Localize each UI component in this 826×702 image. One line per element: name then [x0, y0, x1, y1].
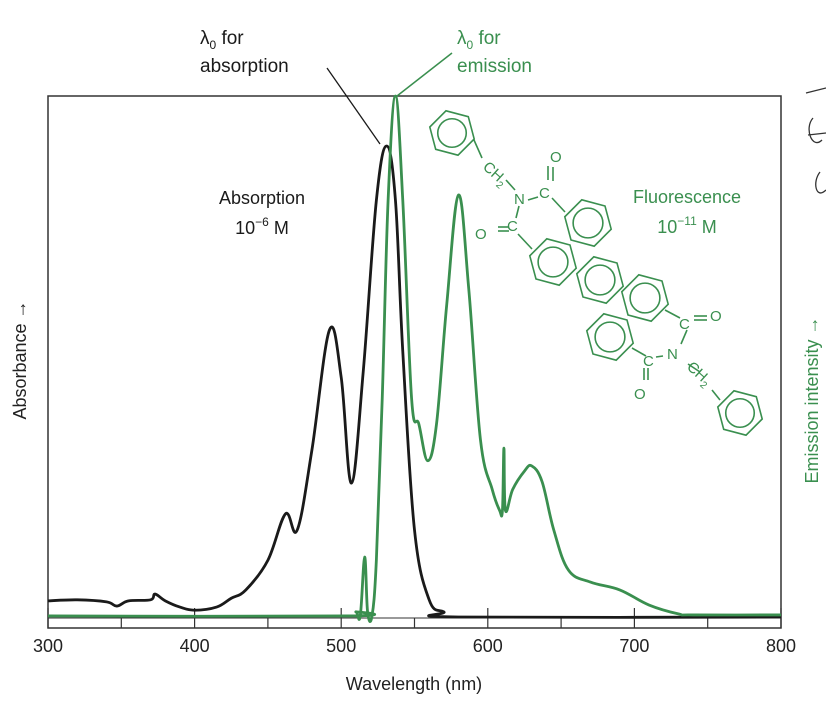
- curves: [47, 94, 782, 623]
- absorption-curve: [47, 144, 782, 619]
- perylene-diimide-structure: [428, 109, 764, 437]
- atom-ch2-bot: CH2: [681, 358, 715, 391]
- bond: [505, 179, 516, 191]
- handwriting-marks: [805, 87, 826, 194]
- atom-o-bot1: O: [710, 308, 722, 325]
- x-tick-label: 600: [473, 636, 503, 656]
- perylene-ring-aromatic-circle: [537, 246, 569, 278]
- x-tick-label: 700: [619, 636, 649, 656]
- perylene-ring-aromatic-circle: [572, 207, 604, 239]
- perylene-ring: [575, 255, 625, 305]
- atom-n-top: N: [514, 191, 525, 208]
- bond: [680, 329, 688, 345]
- bond: [687, 363, 701, 373]
- bond: [631, 347, 647, 357]
- atom-c-bot2: C: [643, 353, 654, 370]
- bond: [473, 139, 483, 159]
- bond: [711, 389, 721, 401]
- perylene-ring: [563, 198, 613, 248]
- atom-ch2-top: CH2: [477, 158, 511, 191]
- perylene-ring-aromatic-circle: [584, 264, 616, 296]
- benzene-ring-bottom-aromatic-circle: [724, 397, 756, 429]
- bond: [527, 196, 539, 201]
- x-axis-label: Wavelength (nm): [346, 674, 482, 694]
- atom-o-bot2: O: [634, 386, 646, 403]
- atom-c-bot1: C: [679, 316, 690, 333]
- bond: [551, 197, 566, 213]
- bond: [655, 355, 664, 358]
- bond: [664, 309, 681, 319]
- bond: [517, 233, 533, 250]
- perylene-ring-aromatic-circle: [629, 282, 661, 314]
- abs-lambda0-label-line2: absorption: [200, 56, 289, 77]
- em-lambda0-label-line2: emission: [457, 56, 532, 77]
- perylene-ring-aromatic-circle: [594, 321, 626, 353]
- benzene-ring-bottom: [716, 389, 764, 437]
- benzene-ring-top-aromatic-circle: [436, 117, 468, 149]
- atom-o-top1: O: [550, 149, 562, 166]
- em-lambda0-pointer: [396, 52, 453, 97]
- atom-o-top2: O: [475, 226, 487, 243]
- absorption-label: Absorption: [219, 188, 305, 208]
- x-ticks: 300 400 500 600 700 800: [33, 608, 796, 656]
- atom-c-top1: C: [539, 185, 550, 202]
- fluorescence-label: Fluorescence: [633, 187, 741, 207]
- atom-n-bot: N: [667, 346, 678, 363]
- y-axis-label-right: Emission intensity →: [802, 316, 822, 483]
- bond: [515, 205, 520, 219]
- benzene-ring-top: [428, 109, 476, 157]
- atom-c-top2: C: [507, 218, 518, 235]
- perylene-ring: [528, 237, 578, 287]
- abs-lambda0-pointer: [326, 67, 381, 145]
- x-tick-label: 400: [180, 636, 210, 656]
- perylene-ring: [585, 312, 635, 362]
- y-axis-label-left: Absorbance →: [10, 300, 30, 419]
- absorption-conc: 10−6 M: [235, 215, 289, 238]
- em-lambda0-label: λ0 for: [457, 28, 501, 52]
- x-tick-label: 500: [326, 636, 356, 656]
- perylene-ring: [620, 273, 670, 323]
- x-tick-label: 300: [33, 636, 63, 656]
- abs-lambda0-label: λ0 for: [200, 28, 244, 52]
- fluorescence-conc: 10−11 M: [657, 214, 717, 237]
- fluorescence-curve: [47, 94, 782, 623]
- x-tick-label: 800: [766, 636, 796, 656]
